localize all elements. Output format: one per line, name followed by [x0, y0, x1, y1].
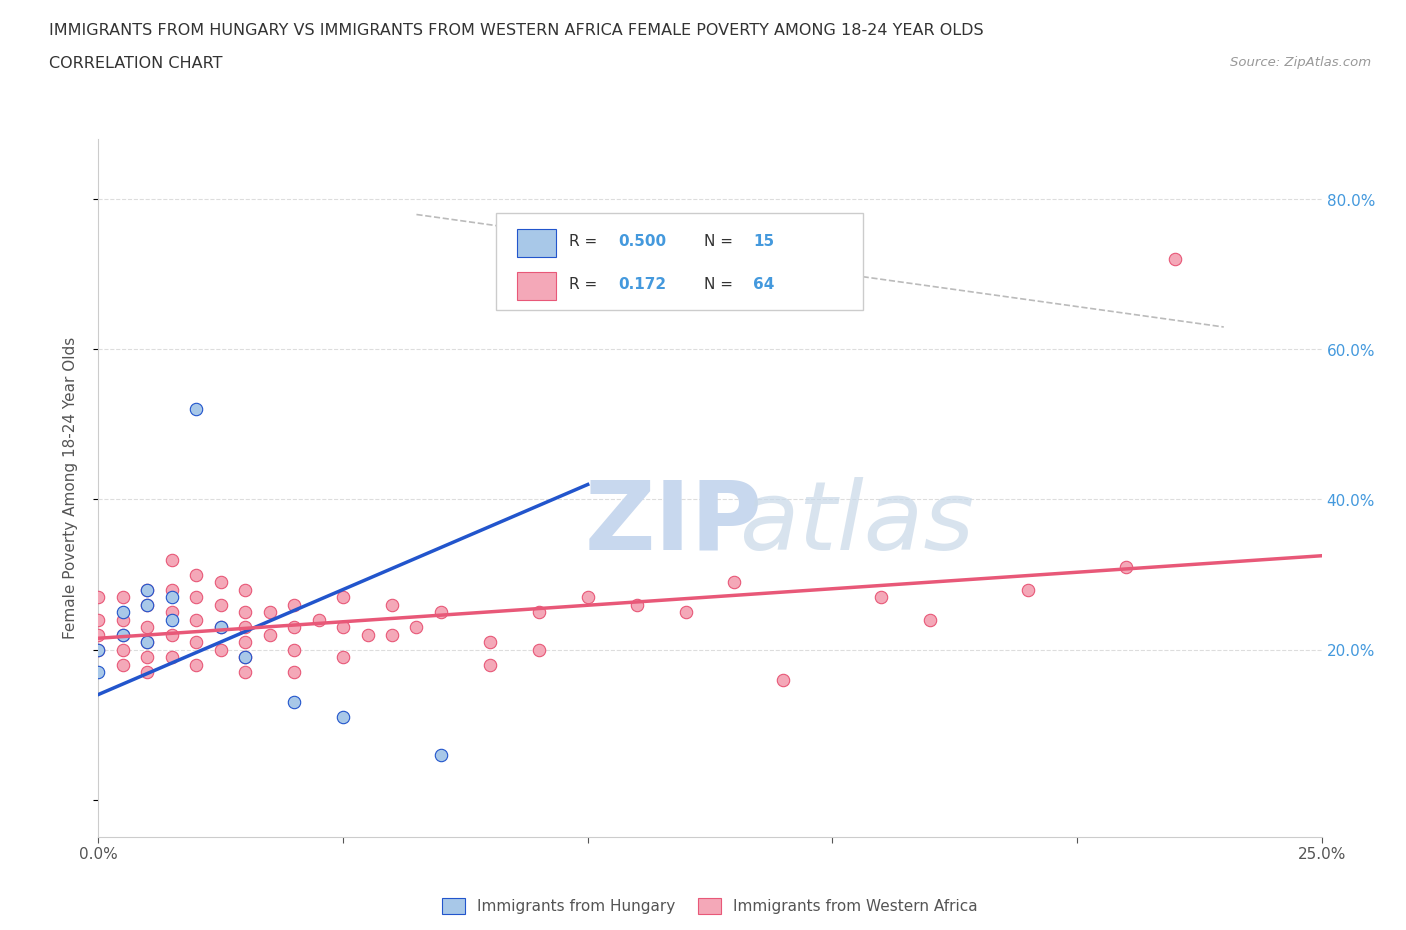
- Point: [136, 634, 159, 649]
- Point: [209, 597, 232, 612]
- Point: [111, 658, 134, 672]
- Bar: [517, 229, 555, 257]
- Point: [283, 642, 305, 657]
- Point: [209, 642, 232, 657]
- Point: [160, 627, 183, 642]
- Point: [308, 612, 330, 627]
- Point: [209, 575, 232, 590]
- Point: [772, 672, 794, 687]
- Point: [723, 575, 745, 590]
- Point: [478, 658, 501, 672]
- Point: [283, 619, 305, 634]
- Point: [209, 619, 232, 634]
- Point: [186, 634, 208, 649]
- Point: [870, 590, 893, 604]
- Point: [356, 627, 378, 642]
- FancyBboxPatch shape: [496, 213, 863, 311]
- Point: [527, 642, 550, 657]
- Point: [186, 658, 208, 672]
- Point: [920, 612, 942, 627]
- Point: [430, 747, 453, 762]
- Point: [675, 604, 697, 619]
- Point: [626, 597, 648, 612]
- Point: [332, 590, 354, 604]
- Point: [111, 642, 134, 657]
- Text: 0.172: 0.172: [619, 277, 666, 292]
- Point: [87, 612, 110, 627]
- Point: [576, 590, 599, 604]
- Point: [381, 627, 404, 642]
- Point: [186, 402, 208, 417]
- Legend: Immigrants from Hungary, Immigrants from Western Africa: Immigrants from Hungary, Immigrants from…: [436, 892, 984, 920]
- Text: R =: R =: [569, 277, 603, 292]
- Point: [111, 612, 134, 627]
- Point: [186, 612, 208, 627]
- Point: [160, 582, 183, 597]
- Point: [332, 649, 354, 664]
- Point: [209, 619, 232, 634]
- Text: 64: 64: [752, 277, 775, 292]
- Text: atlas: atlas: [740, 476, 974, 569]
- Point: [111, 627, 134, 642]
- Point: [405, 619, 427, 634]
- Point: [332, 619, 354, 634]
- Point: [160, 590, 183, 604]
- Point: [136, 582, 159, 597]
- Text: N =: N =: [704, 277, 738, 292]
- Point: [332, 710, 354, 724]
- Point: [381, 597, 404, 612]
- Point: [527, 604, 550, 619]
- Text: R =: R =: [569, 234, 603, 249]
- Text: N =: N =: [704, 234, 738, 249]
- Point: [1164, 252, 1187, 267]
- Point: [283, 695, 305, 710]
- Point: [136, 665, 159, 680]
- Point: [233, 665, 256, 680]
- Point: [233, 634, 256, 649]
- Point: [87, 642, 110, 657]
- Point: [160, 552, 183, 567]
- Point: [160, 649, 183, 664]
- Point: [186, 567, 208, 582]
- Point: [87, 590, 110, 604]
- Point: [283, 665, 305, 680]
- Point: [259, 627, 281, 642]
- Point: [233, 619, 256, 634]
- Point: [136, 597, 159, 612]
- Point: [136, 619, 159, 634]
- Point: [111, 590, 134, 604]
- Point: [136, 582, 159, 597]
- Point: [87, 665, 110, 680]
- Bar: [517, 272, 555, 299]
- Text: 15: 15: [752, 234, 773, 249]
- Point: [186, 590, 208, 604]
- Point: [160, 604, 183, 619]
- Point: [430, 604, 453, 619]
- Point: [259, 604, 281, 619]
- Point: [478, 634, 501, 649]
- Point: [1115, 560, 1137, 575]
- Point: [233, 604, 256, 619]
- Point: [233, 582, 256, 597]
- Point: [283, 597, 305, 612]
- Point: [136, 597, 159, 612]
- Point: [111, 604, 134, 619]
- Text: ZIP: ZIP: [585, 476, 762, 569]
- Point: [233, 649, 256, 664]
- Point: [136, 634, 159, 649]
- Point: [233, 649, 256, 664]
- Point: [136, 649, 159, 664]
- Point: [87, 627, 110, 642]
- Point: [160, 612, 183, 627]
- Point: [87, 642, 110, 657]
- Text: IMMIGRANTS FROM HUNGARY VS IMMIGRANTS FROM WESTERN AFRICA FEMALE POVERTY AMONG 1: IMMIGRANTS FROM HUNGARY VS IMMIGRANTS FR…: [49, 23, 984, 38]
- Text: CORRELATION CHART: CORRELATION CHART: [49, 56, 222, 71]
- Y-axis label: Female Poverty Among 18-24 Year Olds: Female Poverty Among 18-24 Year Olds: [63, 338, 77, 640]
- Text: Source: ZipAtlas.com: Source: ZipAtlas.com: [1230, 56, 1371, 69]
- Point: [1017, 582, 1039, 597]
- Point: [111, 627, 134, 642]
- Text: 0.500: 0.500: [619, 234, 666, 249]
